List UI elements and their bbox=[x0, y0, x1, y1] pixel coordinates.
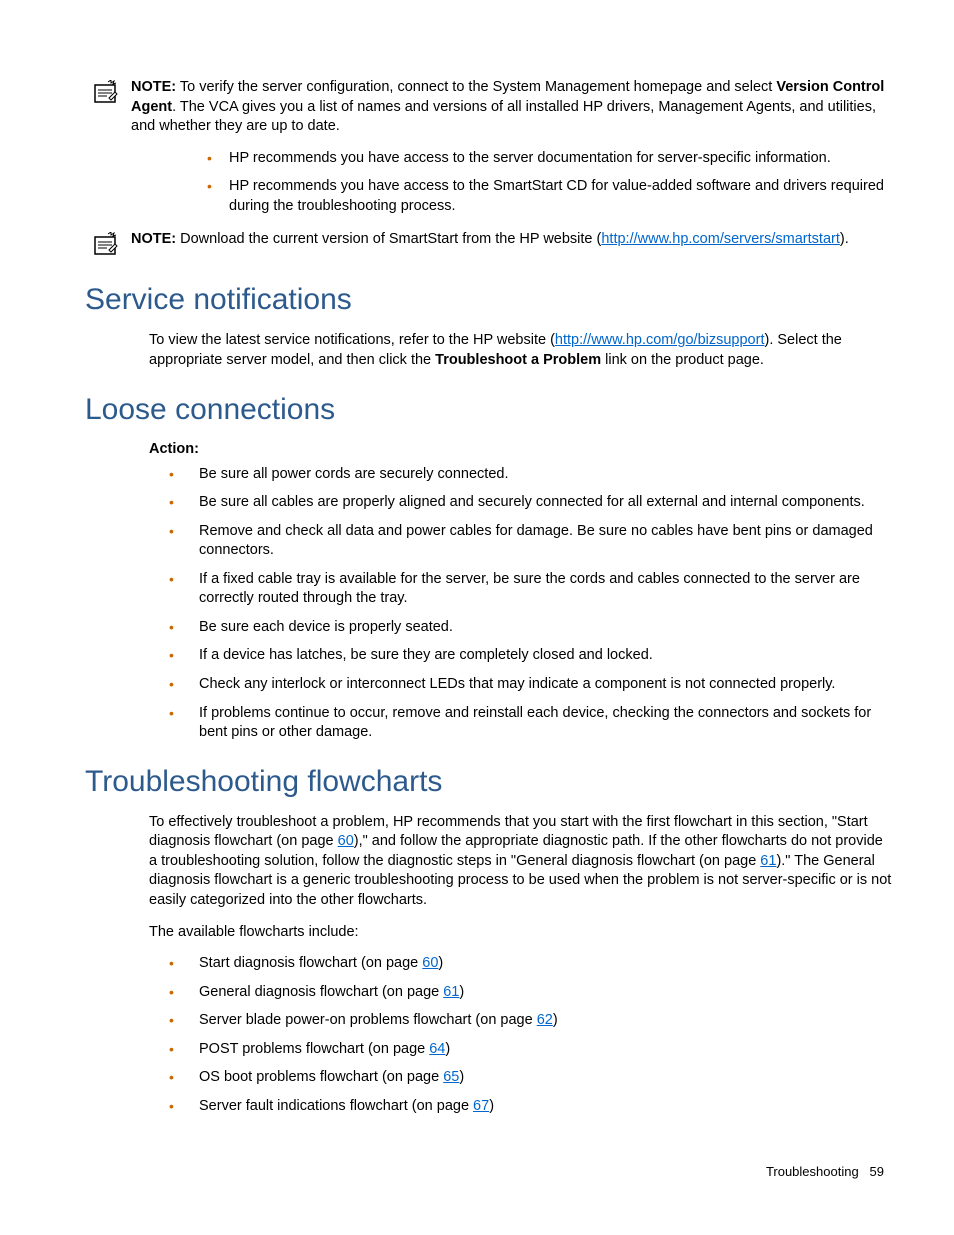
list-item: Be sure each device is properly seated. bbox=[165, 618, 894, 638]
flow-item-pre: Start diagnosis flowchart (on page bbox=[199, 955, 422, 971]
footer-section: Troubleshooting bbox=[766, 1164, 859, 1179]
flow-item-post: ) bbox=[489, 1098, 494, 1114]
note2-pre: Download the current version of SmartSta… bbox=[176, 231, 601, 247]
list-item: Be sure all cables are properly aligned … bbox=[165, 493, 894, 513]
flow-para-2: The available flowcharts include: bbox=[149, 923, 894, 943]
service-para: To view the latest service notifications… bbox=[149, 331, 894, 370]
list-item: Remove and check all data and power cabl… bbox=[165, 522, 894, 561]
heading-service-notifications: Service notifications bbox=[85, 283, 894, 317]
page-link-61[interactable]: 61 bbox=[760, 853, 776, 869]
bizsupport-link[interactable]: http://www.hp.com/go/bizsupport bbox=[555, 332, 765, 348]
note1-post: . The VCA gives you a list of names and … bbox=[131, 99, 876, 135]
flow-item-pre: Server blade power-on problems flowchart… bbox=[199, 1012, 537, 1028]
flow-item-post: ) bbox=[445, 1041, 450, 1057]
list-item: HP recommends you have access to the Sma… bbox=[203, 177, 894, 216]
note-label: NOTE: bbox=[131, 79, 176, 95]
list-item: Server fault indications flowchart (on p… bbox=[165, 1097, 894, 1117]
page-link[interactable]: 64 bbox=[429, 1041, 445, 1057]
note2-post: ). bbox=[840, 231, 849, 247]
flow-item-pre: OS boot problems flowchart (on page bbox=[199, 1069, 443, 1085]
note-label: NOTE: bbox=[131, 231, 176, 247]
service-bold: Troubleshoot a Problem bbox=[435, 352, 601, 368]
flow-para-1: To effectively troubleshoot a problem, H… bbox=[149, 813, 894, 911]
action-label-text: Action bbox=[149, 441, 194, 457]
list-item: OS boot problems flowchart (on page 65) bbox=[165, 1068, 894, 1088]
list-item: If a device has latches, be sure they ar… bbox=[165, 646, 894, 666]
list-item: Server blade power-on problems flowchart… bbox=[165, 1011, 894, 1031]
flow-item-post: ) bbox=[553, 1012, 558, 1028]
flow-item-post: ) bbox=[459, 1069, 464, 1085]
page-link[interactable]: 65 bbox=[443, 1069, 459, 1085]
note-block-2: NOTE: Download the current version of Sm… bbox=[93, 230, 894, 261]
flow-item-post: ) bbox=[459, 984, 464, 1000]
service-post: link on the product page. bbox=[601, 352, 764, 368]
list-item: Check any interlock or interconnect LEDs… bbox=[165, 675, 894, 695]
action-label: Action: bbox=[149, 441, 894, 457]
loose-connections-list: Be sure all power cords are securely con… bbox=[165, 465, 894, 743]
page-link[interactable]: 62 bbox=[537, 1012, 553, 1028]
page-link[interactable]: 60 bbox=[422, 955, 438, 971]
smartstart-link[interactable]: http://www.hp.com/servers/smartstart bbox=[601, 231, 840, 247]
list-item: Start diagnosis flowchart (on page 60) bbox=[165, 954, 894, 974]
note-icon bbox=[93, 78, 131, 109]
list-item: HP recommends you have access to the ser… bbox=[203, 149, 894, 169]
list-item: POST problems flowchart (on page 64) bbox=[165, 1040, 894, 1060]
flow-item-pre: General diagnosis flowchart (on page bbox=[199, 984, 443, 1000]
note-text-1: NOTE: To verify the server configuration… bbox=[131, 78, 894, 137]
page-link[interactable]: 67 bbox=[473, 1098, 489, 1114]
flow-item-pre: Server fault indications flowchart (on p… bbox=[199, 1098, 473, 1114]
page-link-60[interactable]: 60 bbox=[338, 833, 354, 849]
flowcharts-list: Start diagnosis flowchart (on page 60) G… bbox=[165, 954, 894, 1116]
top-bullet-list: HP recommends you have access to the ser… bbox=[203, 149, 894, 217]
page-footer: Troubleshooting 59 bbox=[766, 1164, 884, 1179]
list-item: If problems continue to occur, remove an… bbox=[165, 704, 894, 743]
note-icon bbox=[93, 230, 131, 261]
list-item: Be sure all power cords are securely con… bbox=[165, 465, 894, 485]
note-block-1: NOTE: To verify the server configuration… bbox=[93, 78, 894, 137]
page-link[interactable]: 61 bbox=[443, 984, 459, 1000]
note-text-2: NOTE: Download the current version of Sm… bbox=[131, 230, 894, 250]
heading-troubleshooting-flowcharts: Troubleshooting flowcharts bbox=[85, 765, 894, 799]
list-item: General diagnosis flowchart (on page 61) bbox=[165, 983, 894, 1003]
note1-pre: To verify the server configuration, conn… bbox=[176, 79, 776, 95]
flow-item-post: ) bbox=[438, 955, 443, 971]
flow-item-pre: POST problems flowchart (on page bbox=[199, 1041, 429, 1057]
heading-loose-connections: Loose connections bbox=[85, 393, 894, 427]
service-pre: To view the latest service notifications… bbox=[149, 332, 555, 348]
list-item: If a fixed cable tray is available for t… bbox=[165, 570, 894, 609]
footer-page: 59 bbox=[870, 1164, 884, 1179]
